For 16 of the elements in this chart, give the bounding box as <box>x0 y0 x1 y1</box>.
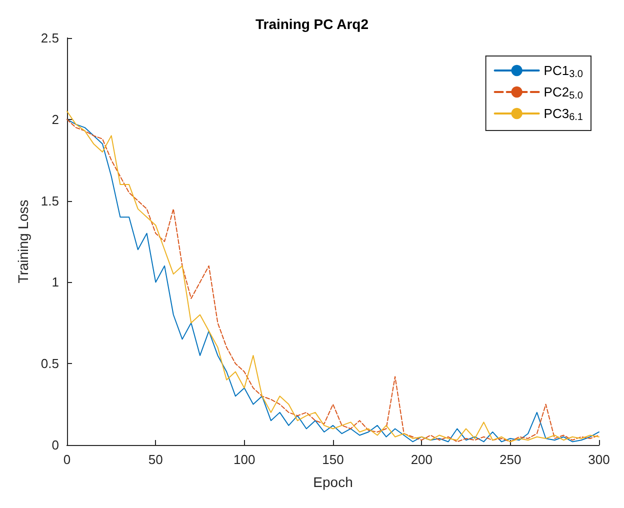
x-tick-label: 50 <box>148 452 163 467</box>
x-axis-title: Epoch <box>313 474 353 490</box>
y-tick-label: 2 <box>52 112 59 127</box>
x-tick-label: 0 <box>63 452 71 467</box>
y-axis-title: Training Loss <box>15 200 32 284</box>
x-tick-label: 200 <box>410 452 433 467</box>
chart-title: Training PC Arq2 <box>255 16 369 32</box>
y-tick-label: 1 <box>52 274 59 290</box>
x-tick-label: 300 <box>588 452 610 467</box>
x-tick-label: 250 <box>499 452 522 467</box>
y-tick-label: 1.5 <box>40 193 59 208</box>
x-tick-label: 150 <box>322 452 344 467</box>
y-tick-label: 0.5 <box>40 356 59 372</box>
x-tick-label: 100 <box>233 452 256 467</box>
y-tick-label: 2.5 <box>40 30 59 46</box>
y-tick-label: 0 <box>52 438 59 452</box>
